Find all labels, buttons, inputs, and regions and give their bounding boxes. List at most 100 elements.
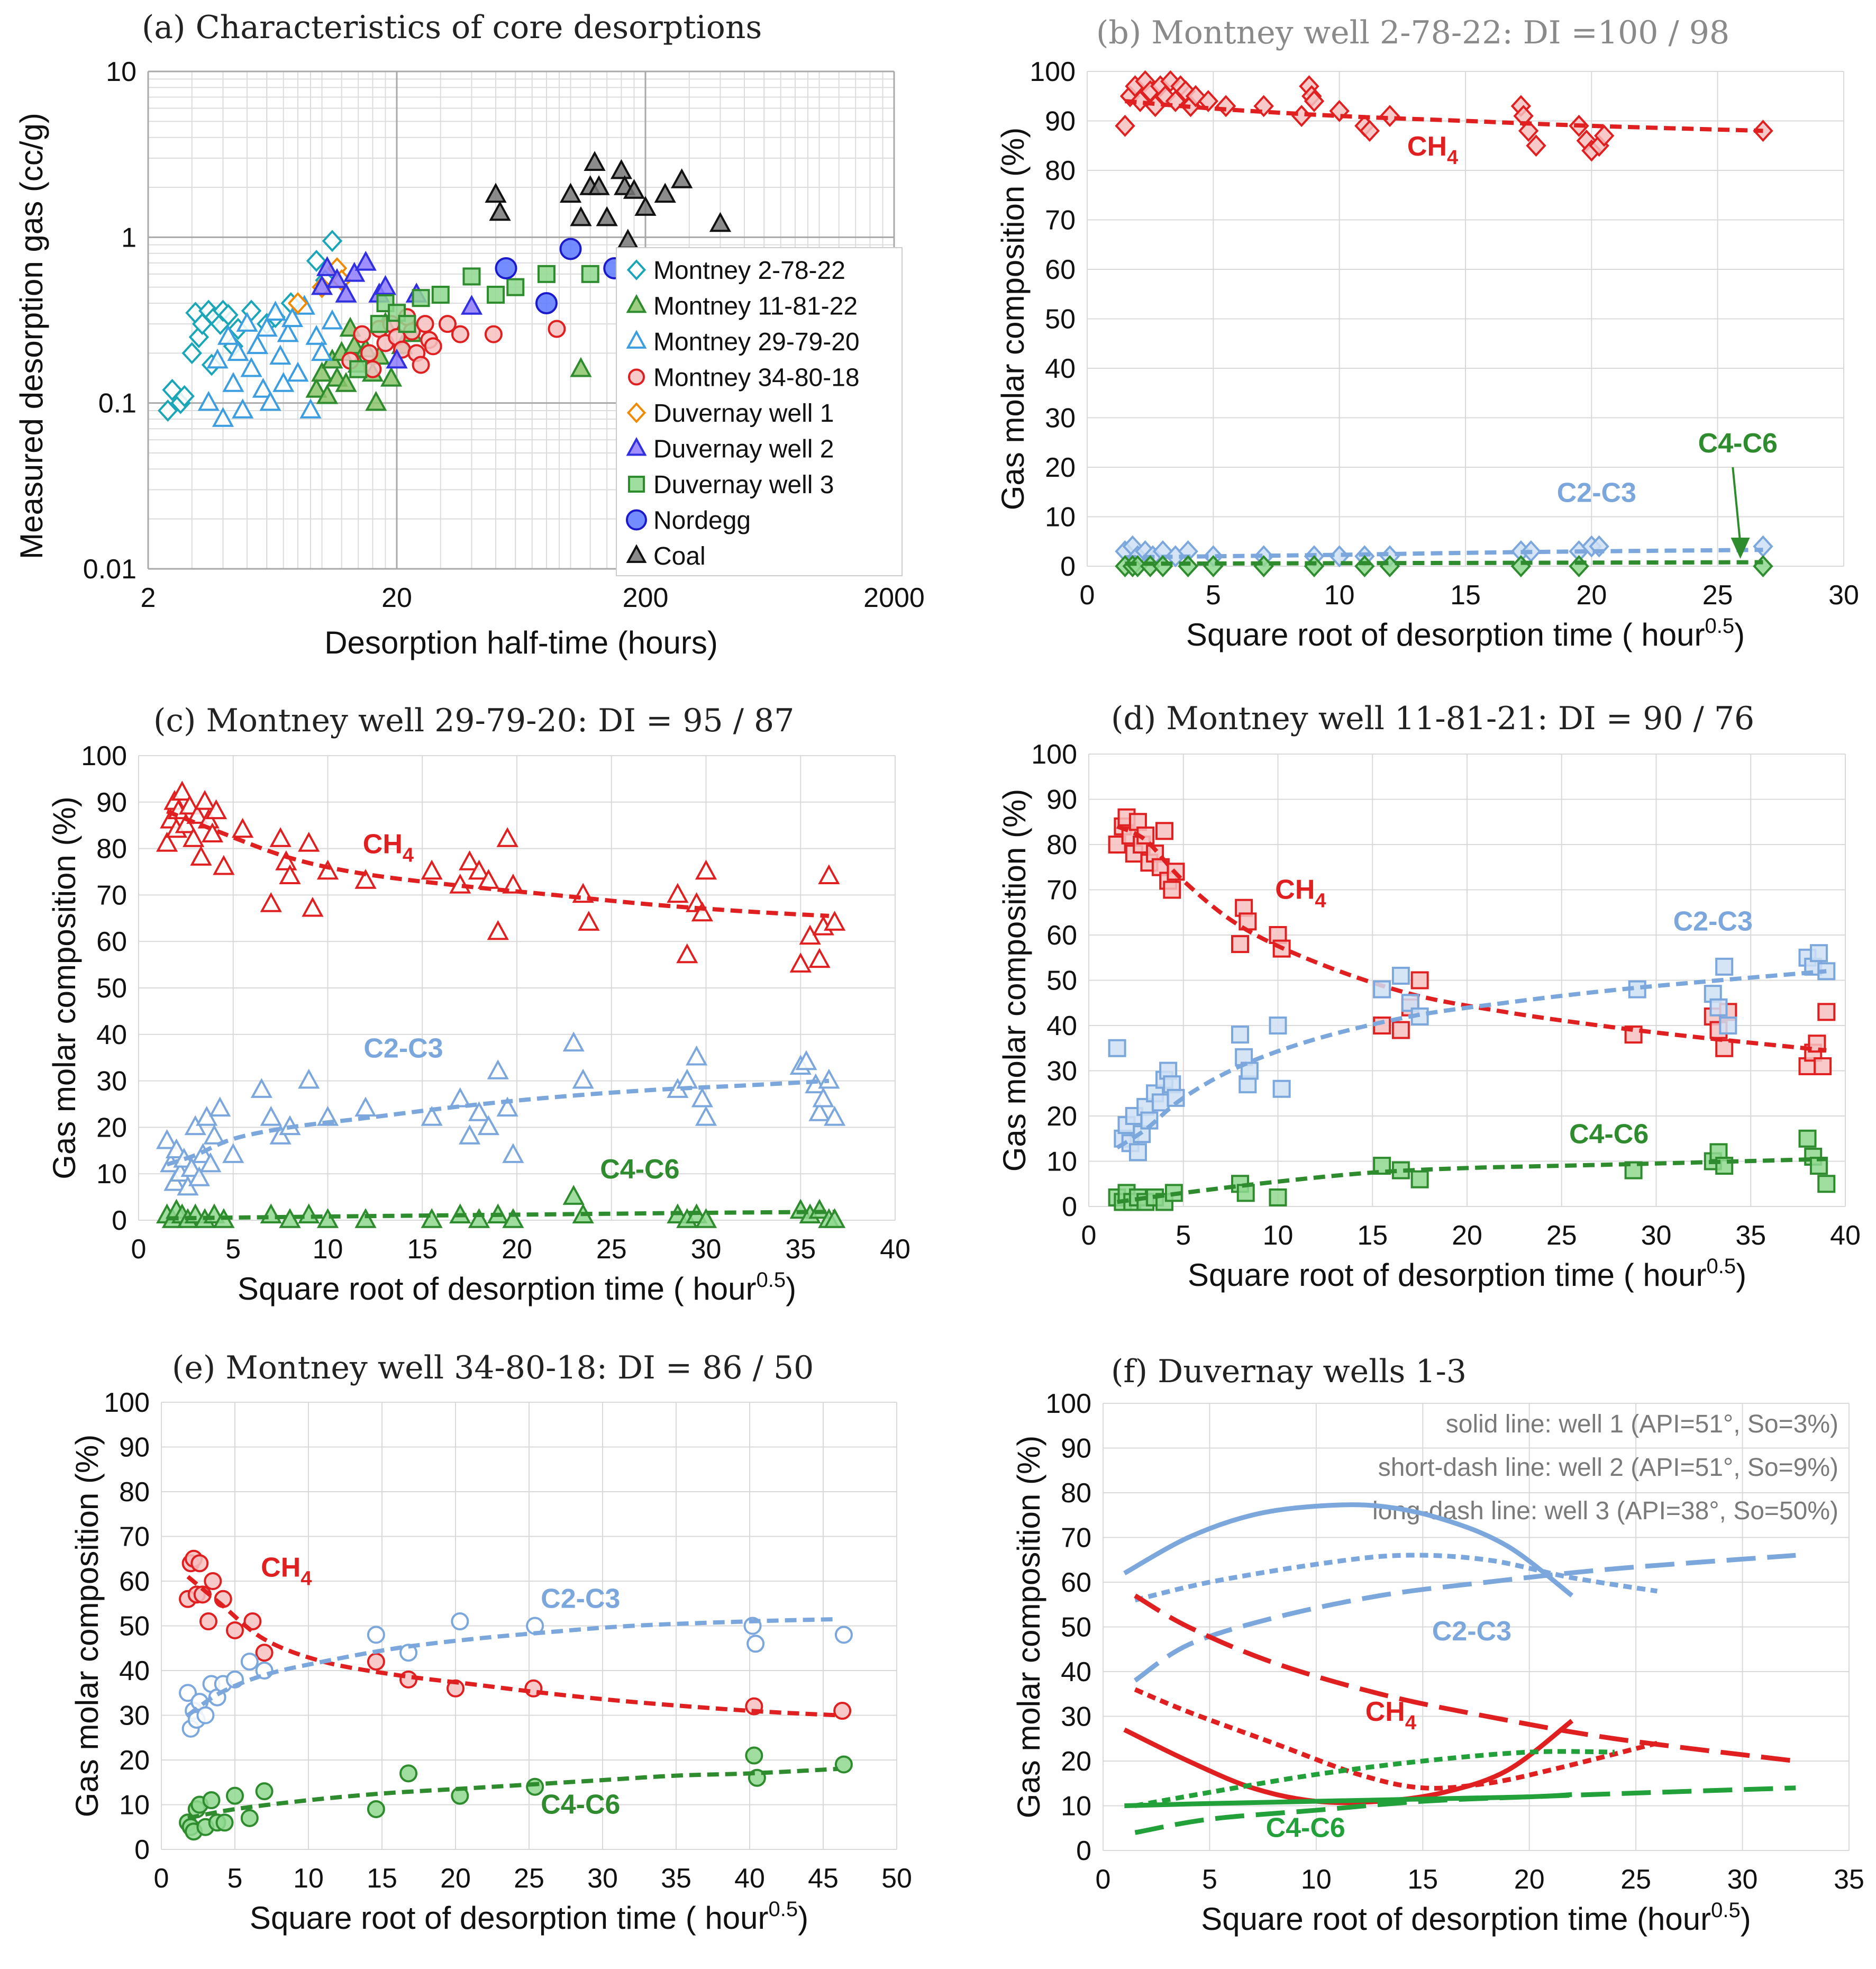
x-tick-label: 2000	[863, 583, 925, 613]
trend-line	[1116, 824, 1827, 1053]
data-point	[311, 361, 333, 382]
data-point	[823, 1105, 846, 1126]
data-point	[374, 275, 397, 295]
series-label-sub: 4	[1405, 1712, 1416, 1734]
data-point	[298, 1203, 320, 1223]
chart-title: (f) Duvernay wells 1-3	[1111, 1353, 1467, 1390]
data-point	[316, 384, 339, 404]
y-tick-label: 70	[1061, 1523, 1091, 1554]
data-point	[484, 325, 503, 343]
series-label-main: C2-C3	[1557, 477, 1636, 508]
data-point	[535, 292, 558, 315]
x-tick-label: 200	[623, 583, 669, 613]
y-tick-label: 90	[96, 787, 127, 818]
legend-marker	[628, 368, 645, 386]
series-c4-c6: C4-C6	[1115, 428, 1778, 577]
data-point	[256, 316, 278, 337]
y-axis-label: Gas molar composition (%)	[997, 789, 1032, 1172]
data-point	[477, 1115, 500, 1136]
series-c2-c3-well-1	[1123, 1502, 1574, 1598]
x-tick-label: 35	[1735, 1220, 1766, 1251]
legend-entry: Montney 11-81-22	[653, 293, 858, 321]
data-point	[217, 325, 240, 345]
legend-marker	[626, 330, 647, 349]
data-point	[458, 850, 481, 870]
data-point	[421, 1208, 443, 1228]
data-point	[398, 315, 416, 333]
data-point	[197, 391, 220, 411]
data-point	[250, 1078, 273, 1098]
data-point	[311, 341, 333, 361]
x-axis-label: Square root of desorption time ( hour0.5…	[250, 1898, 808, 1936]
x-axis-label-sup: 0.5	[756, 1268, 786, 1292]
data-point	[502, 873, 524, 894]
y-tick-label: 90	[1061, 1433, 1091, 1464]
data-point	[451, 1612, 469, 1631]
data-point	[548, 320, 566, 338]
series-ch4: CH4	[179, 1549, 852, 1720]
data-point	[367, 1626, 385, 1644]
data-point	[269, 827, 292, 847]
data-point	[745, 1746, 763, 1765]
x-tick-label: 30	[691, 1234, 722, 1265]
y-tick-label: 100	[81, 741, 127, 772]
data-point	[1410, 971, 1429, 990]
data-point	[316, 1208, 339, 1228]
y-tick-label: 10	[106, 57, 136, 87]
data-point	[506, 278, 525, 296]
x-tick-label: 35	[785, 1234, 816, 1265]
data-point	[209, 1096, 231, 1117]
data-point	[449, 1087, 471, 1108]
data-point	[468, 859, 490, 880]
series-label: CH4	[261, 1553, 312, 1590]
y-tick-label: 40	[96, 1020, 127, 1050]
data-point	[306, 250, 327, 272]
x-tick-label: 40	[734, 1863, 765, 1894]
series-c4-c6: C4-C6	[1108, 1119, 1836, 1211]
data-point	[1304, 90, 1325, 113]
x-tick-label: 10	[313, 1234, 343, 1265]
data-point	[610, 159, 633, 179]
data-point	[386, 348, 408, 369]
x-tick-label: 0	[154, 1863, 169, 1894]
series-label-main: C4-C6	[1266, 1813, 1345, 1844]
x-axis-label-sup: 0.5	[1705, 614, 1734, 638]
y-tick-label: 60	[119, 1566, 150, 1597]
data-point	[834, 1626, 853, 1644]
series-label-main: C2-C3	[541, 1584, 620, 1614]
y-tick-label: 60	[96, 927, 127, 957]
x-tick-label: 15	[367, 1863, 397, 1894]
data-point	[171, 781, 193, 801]
x-tick-label: 20	[440, 1863, 471, 1894]
data-point	[1719, 1017, 1737, 1035]
data-point	[260, 1203, 282, 1223]
panel-f: 0 10 20 30 40 50 60 70 80 90 100 0 5 10 15 20 25 30 35 (f) …	[1011, 1353, 1864, 1937]
series-line	[1134, 1785, 1796, 1835]
x-tick-label: 5	[1202, 1864, 1217, 1895]
data-point	[438, 315, 457, 333]
y-tick-label: 1	[121, 222, 136, 253]
data-point	[213, 855, 235, 875]
x-tick-label: 5	[225, 1234, 241, 1265]
y-tick-label: 20	[1045, 452, 1076, 483]
data-point	[215, 1813, 234, 1832]
series-c2-c3: C2-C3	[179, 1584, 853, 1738]
x-tick-label: 15	[1450, 580, 1481, 611]
legend-entry: Montney 29-79-20	[653, 328, 860, 356]
data-point	[823, 1208, 846, 1228]
series-c4-c6-well-2	[1134, 1749, 1615, 1808]
data-point	[1115, 114, 1135, 137]
data-point	[388, 304, 406, 322]
data-point	[321, 309, 343, 330]
data-point	[246, 334, 269, 355]
x-tick-label: 10	[1263, 1220, 1294, 1251]
data-point	[581, 265, 599, 283]
data-point	[1753, 555, 1773, 577]
trend-line	[1125, 548, 1763, 560]
data-point	[789, 952, 812, 973]
data-point	[360, 344, 378, 362]
x-axis-label: Desorption half-time (hours)	[324, 625, 718, 660]
x-tick-label: 10	[1324, 580, 1355, 611]
legend-marker	[628, 476, 645, 493]
data-point	[156, 1129, 178, 1149]
